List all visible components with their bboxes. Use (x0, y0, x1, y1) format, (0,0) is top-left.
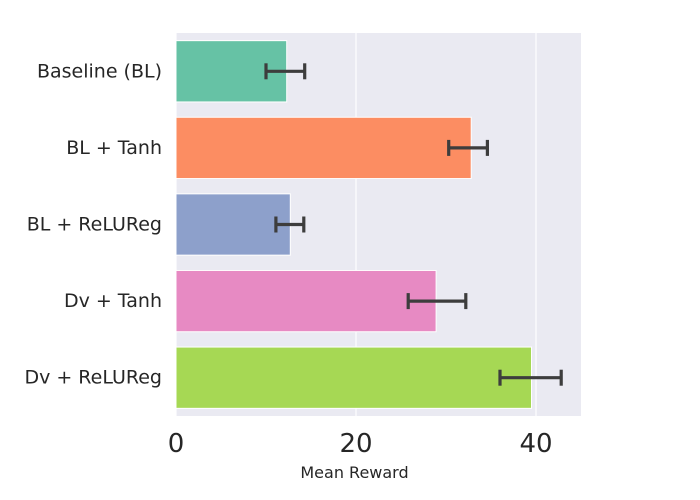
bar-2 (175, 193, 291, 256)
x-axis-label: Mean Reward (300, 463, 408, 482)
category-label-0: Baseline (BL) (37, 60, 162, 82)
bar-3 (175, 269, 437, 333)
category-label-2: BL + ReLUReg (27, 214, 162, 236)
category-labels: Baseline (BL) BL + Tanh BL + ReLUReg Dv + T… (24, 60, 162, 388)
x-tick-label-0: 0 (168, 429, 185, 459)
bar-4 (175, 346, 532, 409)
error-bars (264, 63, 563, 386)
x-tick-label-2: 40 (519, 429, 552, 459)
category-label-4: Dv + ReLUReg (24, 367, 162, 389)
x-tick-label-1: 20 (339, 429, 372, 459)
bars (175, 40, 532, 409)
category-label-1: BL + Tanh (66, 137, 162, 159)
category-label-3: Dv + Tanh (64, 290, 162, 312)
bar-1 (175, 116, 472, 180)
error-bar-1 (447, 139, 489, 156)
error-bar-3 (406, 293, 468, 310)
error-bar-2 (274, 216, 306, 233)
error-bar-0 (264, 63, 307, 80)
x-tick-labels: 0 20 40 (168, 429, 553, 459)
error-bar-4 (498, 369, 563, 386)
